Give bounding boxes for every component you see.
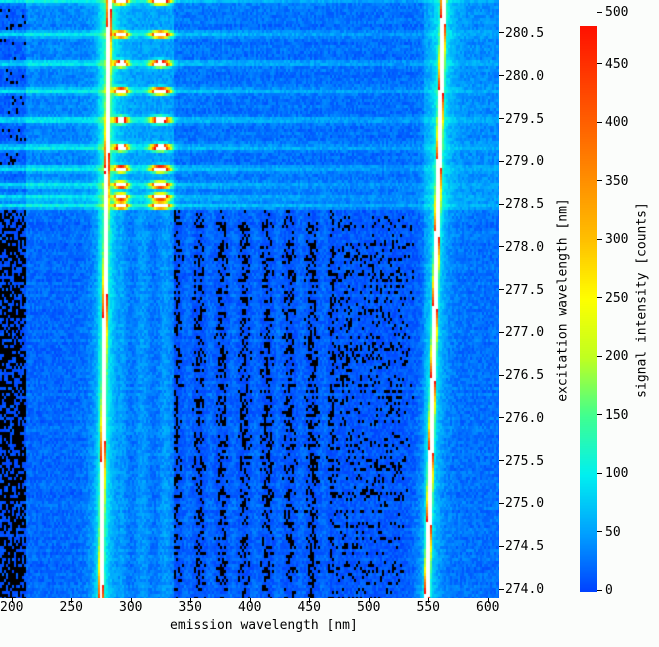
y-tick <box>499 246 504 248</box>
y-tick <box>499 75 504 77</box>
x-tick-label: 600 <box>476 600 500 615</box>
y-tick-label: 279.5 <box>505 111 545 127</box>
y-tick <box>499 460 504 462</box>
y-tick-label: 280.5 <box>505 25 545 41</box>
y-tick-label: 275.0 <box>505 496 545 512</box>
y-tick <box>499 289 504 291</box>
colorbar-tick <box>597 121 602 123</box>
colorbar-tick-label: 350 <box>605 173 629 189</box>
colorbar-tick-label: 250 <box>605 290 629 306</box>
y-tick-label: 274.5 <box>505 539 545 555</box>
colorbar-tick <box>597 238 602 240</box>
y-tick-label: 279.0 <box>505 154 545 170</box>
y-tick-label: 277.5 <box>505 282 545 298</box>
x-tick-label: 350 <box>178 600 202 615</box>
colorbar-tick <box>597 297 602 298</box>
colorbar-label: signal intensity [counts] <box>634 202 650 398</box>
y-tick-label: 274.0 <box>505 582 545 597</box>
y-tick <box>499 32 504 34</box>
y-tick-label: 277.0 <box>505 325 545 341</box>
colorbar-tick-label: 450 <box>605 56 629 72</box>
x-tick-label: 300 <box>119 600 143 615</box>
y-tick <box>499 417 504 419</box>
y-tick <box>499 502 504 504</box>
colorbar-tick-label: 500 <box>605 5 629 20</box>
y-tick <box>499 374 504 376</box>
colorbar <box>580 26 597 592</box>
colorbar-tick-label: 0 <box>605 583 613 598</box>
y-tick <box>499 203 504 205</box>
y-tick <box>499 160 504 162</box>
y-tick <box>499 118 504 120</box>
colorbar-tick-label: 100 <box>605 466 629 481</box>
x-tick-label: 550 <box>416 600 440 615</box>
y-tick-label: 275.5 <box>505 453 545 469</box>
colorbar-tick-label: 200 <box>605 349 629 364</box>
x-tick <box>11 598 13 603</box>
x-axis-label: emission wavelength [nm] <box>170 618 358 633</box>
x-tick-label: 250 <box>59 600 83 615</box>
y-tick-label: 278.0 <box>505 239 545 255</box>
y-tick <box>499 545 504 547</box>
y-tick-label: 280.0 <box>505 68 545 84</box>
colorbar-tick-label: 150 <box>605 407 629 423</box>
y-tick-label: 276.5 <box>505 368 545 384</box>
colorbar-tick-label: 50 <box>605 524 621 540</box>
x-tick-label: 500 <box>357 600 381 615</box>
y-axis-label: excitation wavelength [nm] <box>555 198 571 402</box>
y-tick <box>499 588 504 590</box>
colorbar-tick <box>597 355 602 357</box>
colorbar-tick <box>597 531 602 532</box>
x-tick <box>190 598 191 603</box>
heatmap-plot-area <box>0 0 499 598</box>
colorbar-tick-label: 400 <box>605 115 629 130</box>
x-tick <box>249 598 251 603</box>
x-tick <box>428 598 429 603</box>
colorbar-tick <box>597 63 602 64</box>
colorbar-tick <box>597 414 602 415</box>
x-tick <box>368 598 370 603</box>
x-tick-label: 400 <box>238 600 262 615</box>
colorbar-tick <box>597 11 602 13</box>
colorbar-tick <box>597 180 602 181</box>
x-tick <box>130 598 132 603</box>
x-tick <box>71 598 72 603</box>
x-tick <box>309 598 310 603</box>
x-tick-label: 450 <box>297 600 321 615</box>
x-tick-label: 200 <box>0 600 24 615</box>
y-tick-label: 278.5 <box>505 197 545 213</box>
y-tick <box>499 331 504 333</box>
colorbar-tick-label: 300 <box>605 232 629 247</box>
x-tick <box>487 598 489 603</box>
colorbar-tick <box>597 472 602 474</box>
y-tick-label: 276.0 <box>505 410 545 426</box>
colorbar-tick <box>597 589 602 591</box>
